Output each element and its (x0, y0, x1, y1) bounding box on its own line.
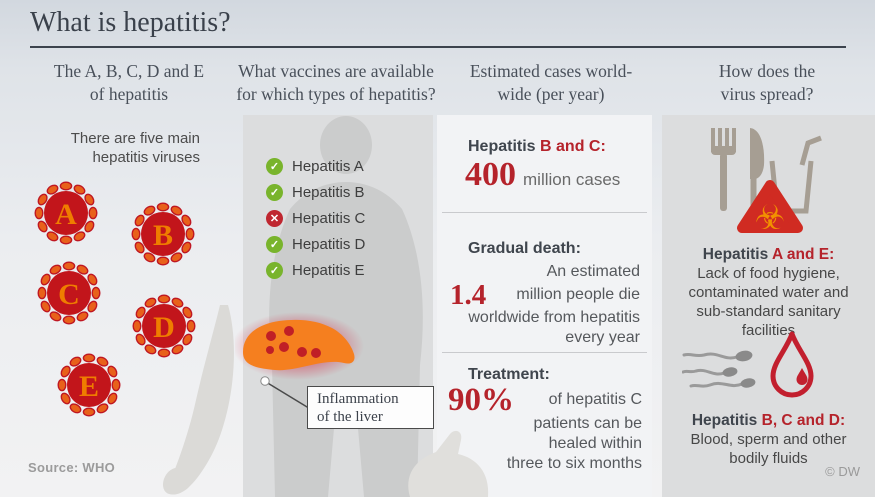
cases-block3-body: 90% of hepatitis C patients can be heale… (448, 382, 642, 473)
cases-panel (437, 115, 652, 497)
divider (442, 212, 647, 213)
vaccine-row-a: Hepatitis A (266, 158, 364, 175)
silhouette-arm (162, 305, 234, 495)
food-hygiene-icons: ☣ (711, 128, 822, 235)
check-icon (266, 184, 283, 201)
blood-drop-icon (770, 331, 814, 398)
source-credit: Source: WHO (28, 460, 116, 475)
svg-text:☣: ☣ (755, 198, 785, 235)
spread-section1-title: Hepatitis A and E: (702, 246, 835, 263)
spread-section2-body: Blood, sperm and other bodily fluids (690, 431, 847, 467)
vaccine-row-d: Hepatitis D (266, 236, 365, 253)
svg-text:C: C (58, 278, 80, 311)
divider (442, 352, 647, 353)
virus-icon-a: A (34, 181, 98, 245)
vaccine-row-e: Hepatitis E (266, 262, 365, 279)
virus-icon-d: D (132, 294, 196, 358)
virus-icon-c: C (37, 261, 101, 325)
cases-block2-body: An estimated 1.4 million people die worl… (450, 263, 640, 346)
check-icon (266, 262, 283, 279)
title-rule (30, 46, 846, 48)
vaccine-row-c: Hepatitis C (266, 210, 365, 227)
header-viruses: The A, B, C, D and E of hepatitis (53, 61, 205, 105)
cases-block3-title: Treatment: (468, 366, 550, 383)
liver-callout: Inflammation of the liver (307, 386, 434, 429)
spread-section1-body: Lack of food hygiene, contaminated water… (688, 265, 849, 339)
cases-block1-title: Hepatitis B and C: (468, 138, 606, 155)
fork-icon (711, 128, 736, 211)
virus-icon-e: E (57, 353, 121, 417)
biohazard-triangle-icon: ☣ (737, 180, 803, 235)
svg-text:A: A (55, 198, 77, 231)
header-cases: Estimated cases world- wide (per year) (469, 61, 633, 105)
sperm-icon (682, 350, 756, 388)
header-vaccines: What vaccines are available for which ty… (236, 61, 436, 105)
spread-panel (662, 115, 875, 497)
silhouette-hand (408, 430, 489, 497)
cases-block1-number: 400 million cases (465, 156, 621, 193)
check-icon (266, 236, 283, 253)
cross-icon (266, 210, 283, 227)
viruses-subtitle: There are five main hepatitis viruses (70, 130, 200, 166)
liver-icon (235, 312, 364, 411)
svg-text:B: B (153, 219, 173, 252)
cases-block2-title: Gradual death: (468, 240, 581, 257)
check-icon (266, 158, 283, 175)
vaccine-row-b: Hepatitis B (266, 184, 365, 201)
dw-copyright: © DW (825, 464, 860, 479)
svg-text:D: D (153, 311, 175, 344)
spread-section2-title: Hepatitis B, C and D: (691, 412, 846, 429)
svg-text:E: E (79, 370, 99, 403)
virus-icon-b: B (131, 202, 195, 266)
header-spread: How does the virus spread? (718, 61, 816, 105)
page-title: What is hepatitis? (30, 7, 231, 38)
